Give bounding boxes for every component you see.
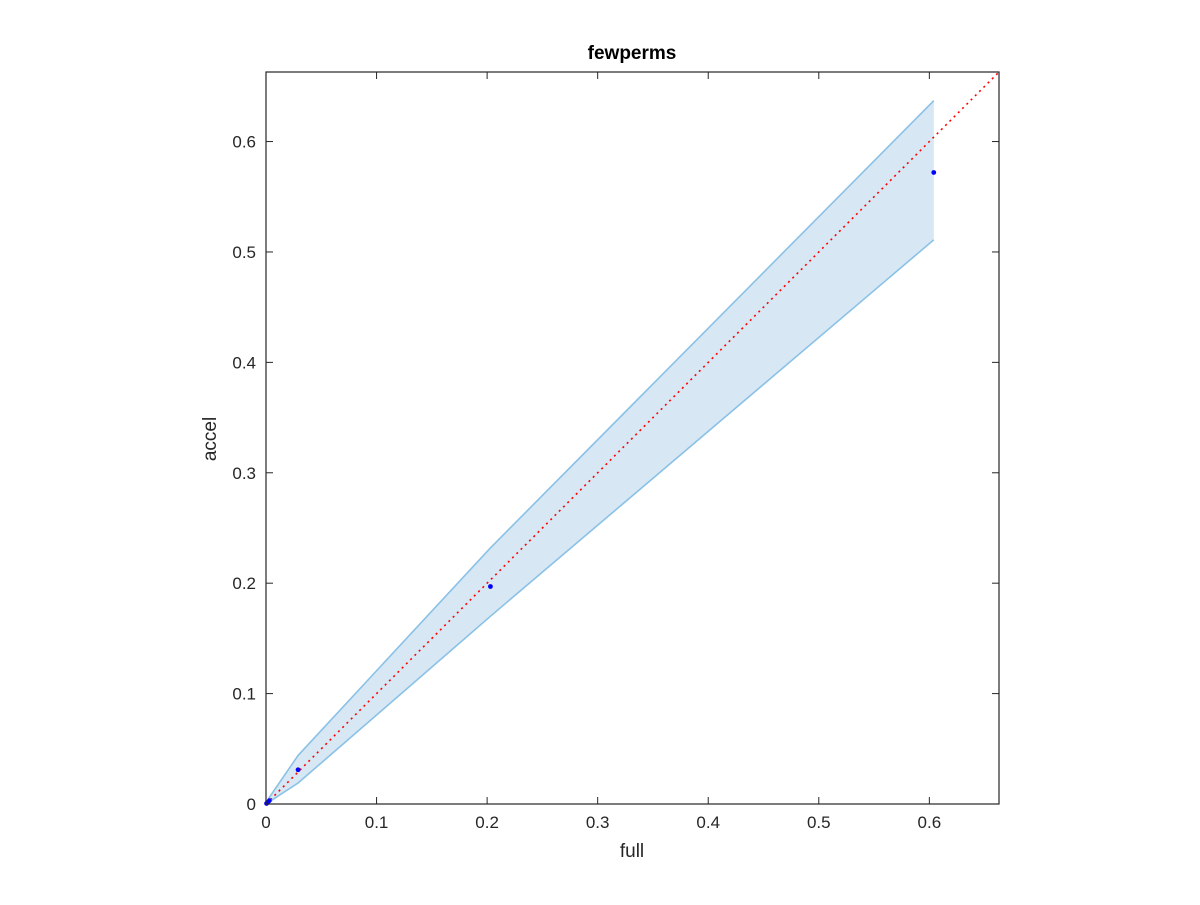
data-point <box>295 767 301 773</box>
y-axis-label: accel <box>200 417 221 461</box>
y-tick-label: 0.6 <box>232 133 256 152</box>
x-tick-label: 0 <box>261 813 270 832</box>
chart-title: fewperms <box>588 43 677 64</box>
band-fill <box>266 100 934 804</box>
y-tick-label: 0 <box>247 795 256 814</box>
data-point <box>488 584 493 589</box>
y-tick-label: 0.1 <box>232 685 256 704</box>
axes-layer <box>265 71 1000 805</box>
data-point <box>266 798 272 804</box>
confidence-band-layer <box>265 100 935 805</box>
x-tick-label: 0.4 <box>696 813 720 832</box>
x-tick-label: 0.1 <box>365 813 389 832</box>
x-tick-label: 0.5 <box>807 813 831 832</box>
x-tick-label: 0.2 <box>475 813 499 832</box>
x-tick-label: 0.3 <box>586 813 610 832</box>
x-tick-label: 0.6 <box>918 813 942 832</box>
ticks-layer: 0 0.1 0.2 0.3 0.4 0.5 0.6 0 0.1 0.2 0.3 0.4 0.5 0.6 <box>232 72 999 832</box>
y-tick-label: 0.5 <box>232 243 256 262</box>
y-tick-label: 0.3 <box>232 464 256 483</box>
reference-line-layer <box>265 71 1000 805</box>
identity-reference-line <box>265 71 1000 805</box>
x-axis-label: full <box>620 841 644 862</box>
y-tick-label: 0.2 <box>232 574 256 593</box>
axes-box <box>265 71 1000 805</box>
data-point <box>931 170 937 175</box>
y-tick-label: 0.4 <box>232 353 256 372</box>
